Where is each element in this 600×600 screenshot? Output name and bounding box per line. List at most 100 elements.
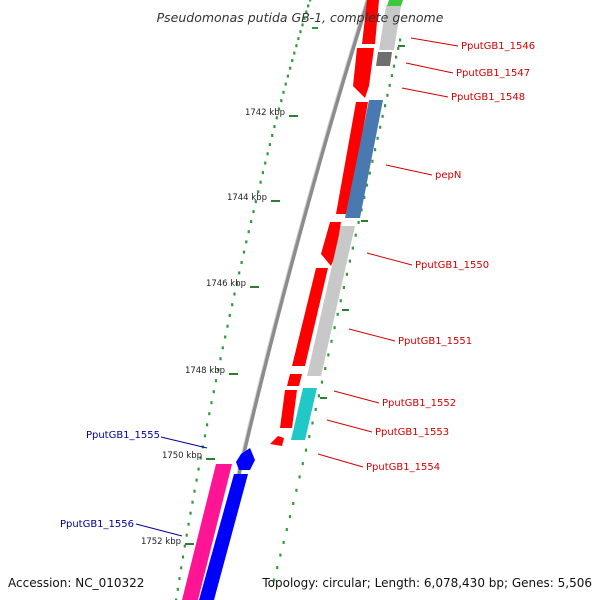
gene-label-pputgb1-1547[interactable]: PputGB1_1547 bbox=[456, 68, 530, 79]
reverse-strand-genes bbox=[182, 0, 403, 600]
scale-minor-tick bbox=[185, 533, 188, 537]
scale-minor-tick bbox=[175, 598, 178, 600]
topology-text: Topology: circular; Length: 6,078,430 bp… bbox=[261, 576, 592, 590]
scale-minor-tick bbox=[259, 180, 262, 184]
gene-label-pputgb1-1551[interactable]: PputGB1_1551 bbox=[398, 336, 472, 347]
scale-tick: 1748 kbp bbox=[185, 366, 238, 376]
gene-block-pputgb1-1546[interactable] bbox=[379, 6, 401, 50]
scale-minor-tick bbox=[275, 116, 278, 120]
scale-inner-dot bbox=[320, 380, 324, 384]
gene-block-pepn[interactable] bbox=[345, 100, 383, 218]
gene-arrow-pputgb1-1547-1548[interactable] bbox=[353, 48, 374, 98]
scale-inner-dot bbox=[336, 312, 339, 316]
scale-minor-tick bbox=[297, 37, 300, 41]
scale-minor-tick bbox=[242, 250, 246, 254]
scale-inner-dot bbox=[351, 246, 354, 250]
scale-inner-dot bbox=[371, 159, 374, 163]
scale-tick: 1744 kbp bbox=[227, 193, 280, 203]
scale-inner-dot bbox=[292, 502, 295, 505]
scale-minor-tick bbox=[233, 292, 236, 296]
scale-minor-tick bbox=[305, 10, 308, 14]
scale-minor-tick bbox=[309, 0, 312, 2]
scale-inner-dot bbox=[342, 286, 345, 289]
scale-minor-ticks bbox=[175, 0, 402, 600]
gene-label-pputgb1-1554[interactable]: PputGB1_1554 bbox=[366, 462, 440, 473]
scale-inner-dot bbox=[311, 421, 314, 425]
scale-minor-tick bbox=[203, 434, 207, 438]
scale-minor-tick bbox=[284, 82, 287, 86]
scale-minor-tick bbox=[240, 261, 243, 264]
scale-inner-dot bbox=[276, 566, 279, 570]
scale-inner-dot bbox=[285, 528, 288, 532]
scale-tick-label: 1750 kbp bbox=[162, 451, 202, 461]
scale-minor-tick bbox=[289, 66, 292, 70]
gene-label-pputgb1-1556[interactable]: PputGB1_1556 bbox=[60, 519, 134, 530]
gene-label-pputgb1-1552[interactable]: PputGB1_1552 bbox=[382, 398, 456, 409]
scale-inner-dot bbox=[395, 55, 398, 59]
scale-inner-dot bbox=[388, 83, 391, 87]
scale-inner-dot bbox=[301, 462, 304, 466]
gene-block-pputgb1-1547[interactable] bbox=[376, 52, 392, 66]
scale-minor-tick bbox=[178, 577, 181, 581]
scale-minor-tick bbox=[183, 544, 186, 548]
scale-minor-tick bbox=[181, 555, 185, 559]
scale-minor-tick bbox=[221, 346, 224, 350]
scale-inner-dot bbox=[399, 38, 402, 42]
scale-minor-tick bbox=[245, 240, 248, 244]
gene-label-pputgb1-1555[interactable]: PputGB1_1555 bbox=[86, 430, 160, 441]
gene-arrow-pputgb1-1552[interactable] bbox=[287, 374, 302, 386]
scale-inner-dot bbox=[365, 183, 369, 187]
scale-inner-dot bbox=[298, 475, 301, 479]
scale-minor-tick bbox=[273, 125, 276, 129]
gene-block-pputgb1-1556[interactable] bbox=[199, 474, 248, 600]
gene-label-pputgb1-1553[interactable]: PputGB1_1553 bbox=[375, 427, 449, 438]
gene-label-list-right: PputGB1_1546 PputGB1_1547 PputGB1_1548 p… bbox=[366, 41, 535, 473]
scale-inner-dot bbox=[374, 148, 377, 152]
scale-inner-dot bbox=[397, 46, 400, 50]
scale-minor-tick bbox=[226, 324, 229, 328]
scale-minor-tick bbox=[261, 171, 264, 175]
gene-label-list-left: PputGB1_1555 PputGB1_1556 bbox=[60, 430, 160, 530]
scale-minor-tick bbox=[235, 282, 238, 285]
gene-block-magenta[interactable] bbox=[182, 464, 232, 600]
scale-inner-dot bbox=[330, 339, 333, 343]
gene-arrow-pputgb1-1546[interactable] bbox=[362, 0, 379, 44]
scale-inner-dot bbox=[376, 136, 379, 140]
gene-label-pepn[interactable]: pepN bbox=[435, 170, 461, 181]
scale-minor-tick bbox=[180, 566, 183, 570]
scale-inner-dot bbox=[295, 488, 298, 492]
scale-inner-dot bbox=[386, 93, 389, 97]
scale-minor-tick bbox=[307, 4, 310, 8]
scale-inner-dot bbox=[363, 195, 366, 199]
gene-block-green[interactable] bbox=[387, 0, 403, 6]
gene-block-pputgb1-1553[interactable] bbox=[291, 388, 317, 440]
gene-label-pputgb1-1550[interactable]: PputGB1_1550 bbox=[415, 260, 489, 271]
gene-arrow-pputgb1-1551[interactable] bbox=[292, 268, 328, 366]
gene-arrow-pputgb1-1550-a[interactable] bbox=[321, 222, 341, 266]
scale-minor-tick bbox=[195, 478, 198, 482]
gene-arrow-pepn[interactable] bbox=[336, 102, 368, 214]
gene-arrow-pputgb1-1553[interactable] bbox=[280, 390, 297, 428]
scale-minor-tick bbox=[219, 357, 222, 361]
inner-scale-dashes bbox=[320, 45, 405, 399]
scale-inner-dot bbox=[308, 435, 311, 439]
scale-minor-tick bbox=[250, 220, 253, 224]
scale-minor-tick bbox=[187, 522, 190, 526]
scale-inner-dot bbox=[339, 299, 342, 303]
gene-arrow-pputgb1-1554[interactable] bbox=[270, 436, 284, 446]
scale-minor-tick bbox=[286, 74, 289, 78]
accession-text: Accession: NC_010322 bbox=[8, 576, 144, 590]
scale-minor-tick bbox=[299, 30, 302, 34]
gene-block-pputgb1-1550[interactable] bbox=[307, 226, 355, 376]
gene-arrow-pputgb1-1555[interactable] bbox=[236, 448, 255, 470]
scale-tick-label: 1742 kbp bbox=[245, 108, 285, 118]
gene-label-pputgb1-1546[interactable]: PputGB1_1546 bbox=[461, 41, 535, 52]
scale-inner-dot bbox=[381, 114, 384, 118]
scale-inner-dot bbox=[288, 515, 292, 519]
scale-minor-tick bbox=[238, 271, 241, 275]
scale-minor-tick bbox=[217, 368, 220, 372]
gene-label-pputgb1-1548[interactable]: PputGB1_1548 bbox=[451, 92, 525, 103]
scale-tick-label: 1744 kbp bbox=[227, 193, 267, 203]
scale-minor-tick bbox=[176, 587, 179, 591]
